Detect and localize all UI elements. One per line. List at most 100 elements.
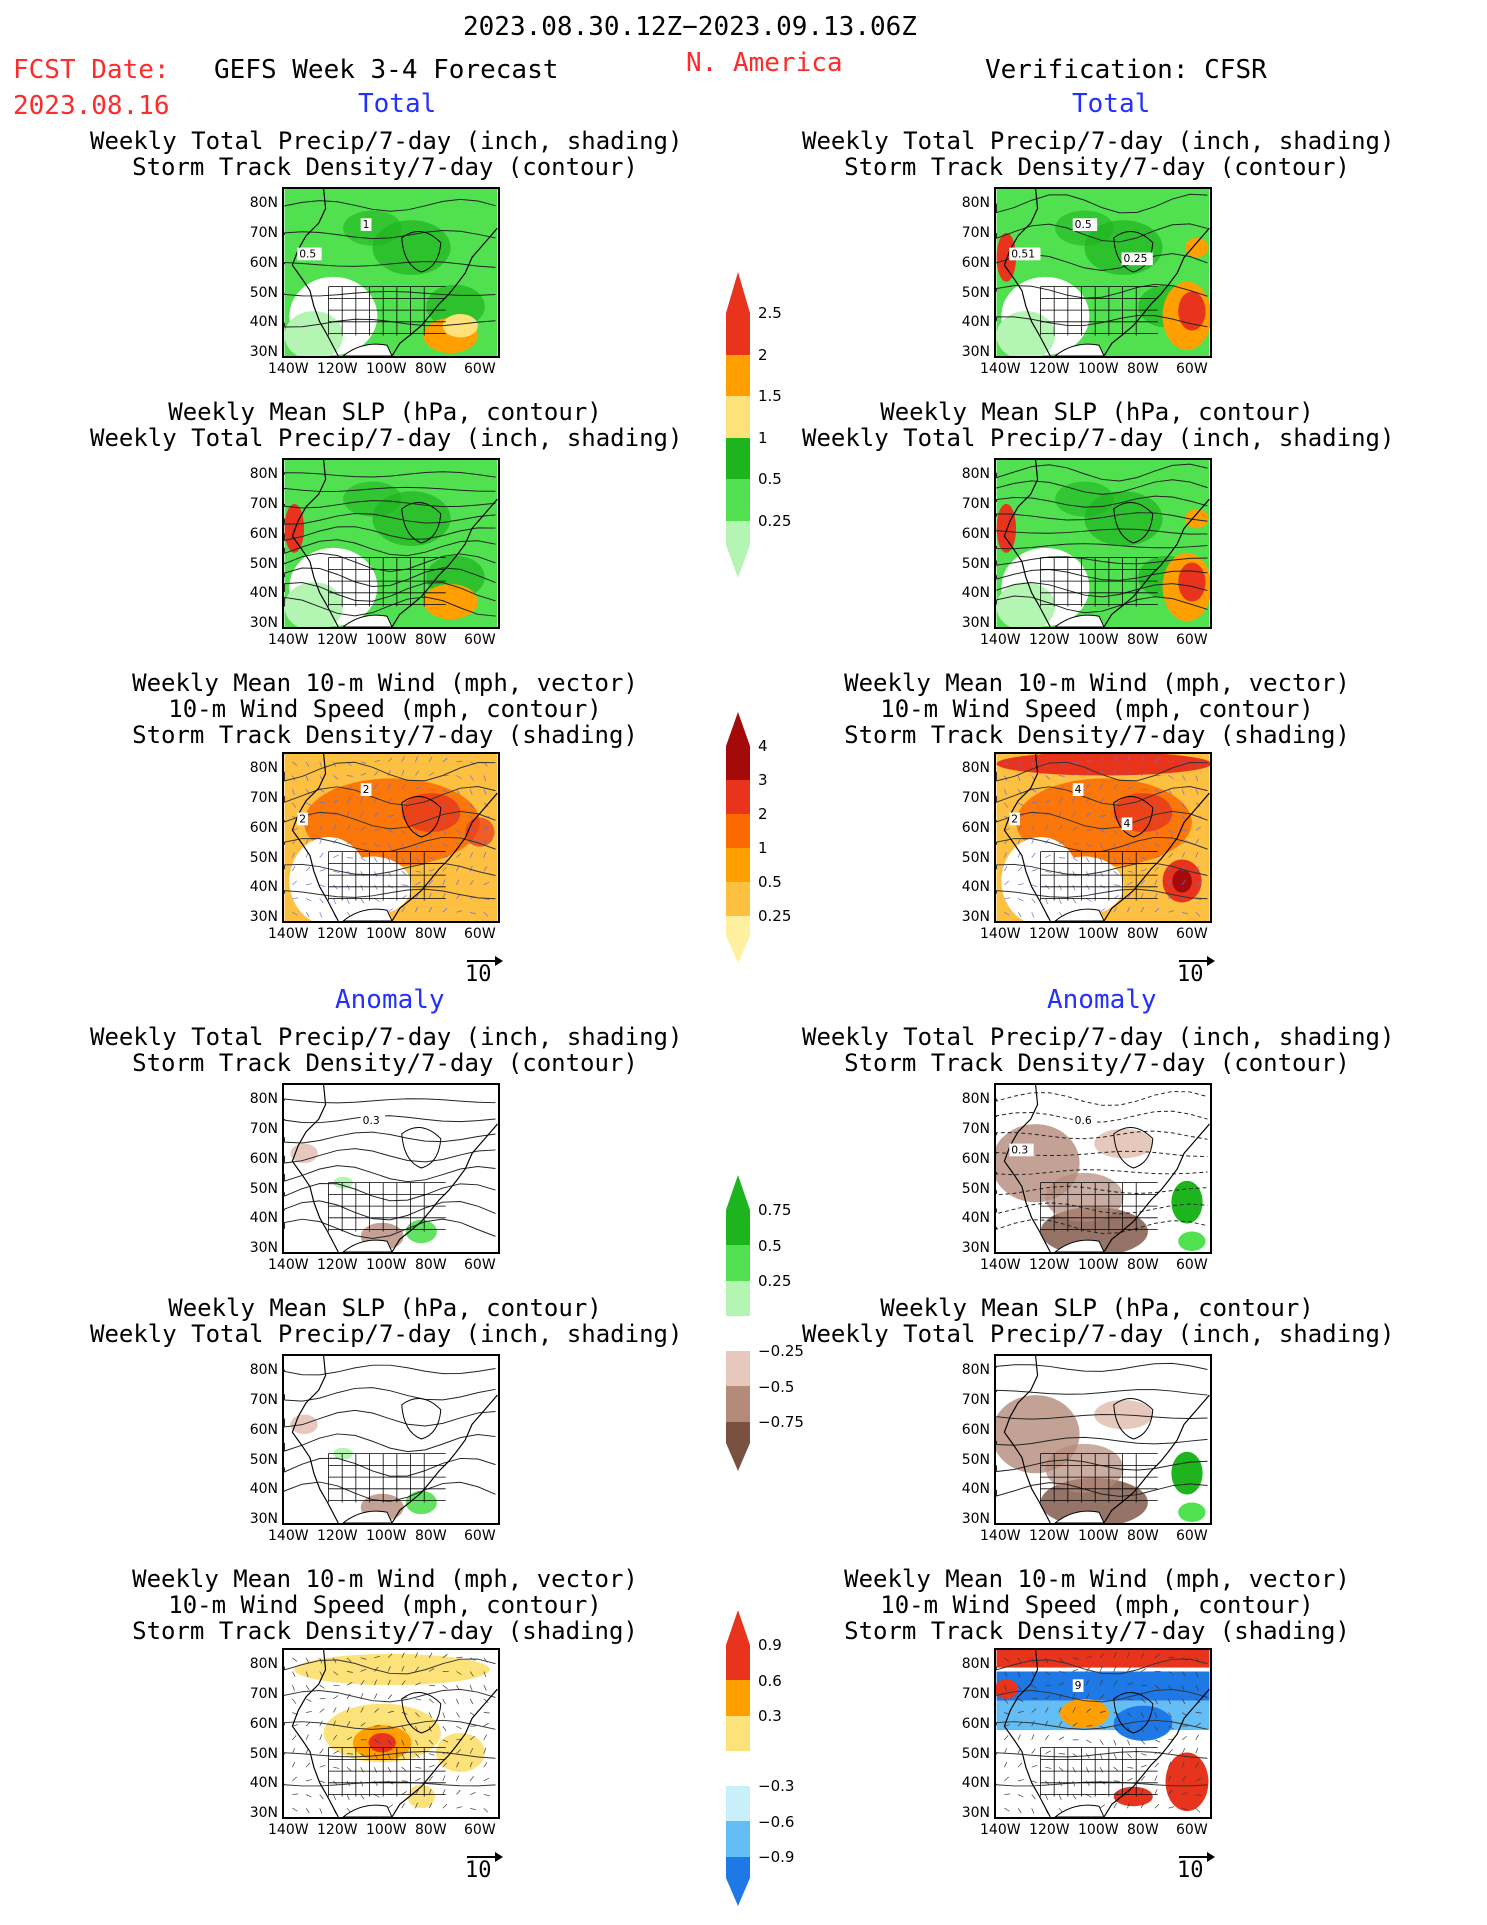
colorbar-segment xyxy=(726,1645,750,1681)
colorbar-segment xyxy=(726,1210,750,1246)
lat-tick-label: 40N xyxy=(249,1481,278,1497)
shade-blob xyxy=(1185,508,1209,529)
colorbar-label: 0.3 xyxy=(758,1706,782,1725)
colorbar-segment xyxy=(726,1351,750,1387)
colorbar-segment xyxy=(726,1280,750,1316)
lat-tick-label: 30N xyxy=(961,1240,990,1256)
title-line: Storm Track Density/7-day (shading) xyxy=(844,721,1350,749)
lon-tick-label: 140W xyxy=(980,926,1021,942)
lon-tick-label: 60W xyxy=(464,1528,496,1544)
lat-tick-label: 70N xyxy=(249,1686,278,1702)
lat-tick-label: 80N xyxy=(961,760,990,776)
colorbar-segment xyxy=(726,437,750,480)
lat-tick-label: 40N xyxy=(961,1210,990,1226)
state-borders xyxy=(1040,1453,1158,1503)
lon-tick-label: 100W xyxy=(366,361,407,377)
model-title: GEFS Week 3-4 Forecast xyxy=(214,55,559,85)
contour-label-bg xyxy=(1009,247,1041,261)
contour-line xyxy=(284,471,496,478)
lat-tick-label: 50N xyxy=(249,850,278,866)
lat-tick-label: 60N xyxy=(249,1151,278,1167)
colorbar-bottom-triangle xyxy=(726,936,750,964)
colorbar-label: 1 xyxy=(758,839,768,857)
contour-line xyxy=(996,1414,1208,1420)
lat-tick-label: 30N xyxy=(961,1805,990,1821)
title-line: Weekly Total Precip/7-day (inch, shading… xyxy=(802,1320,1395,1348)
contour-line xyxy=(996,479,1208,495)
colorbar-segment xyxy=(726,354,750,397)
coastline-west xyxy=(1003,1650,1051,1817)
hudson-bay xyxy=(1113,796,1154,838)
map-svg-ob-total-precip: 0.5 0.51 0.25 xyxy=(996,189,1210,356)
contour-line xyxy=(996,543,1208,550)
colorbar-label: 0.9 xyxy=(758,1636,782,1655)
colorbar-label: 0.5 xyxy=(758,1236,782,1255)
lon-tick-label: 100W xyxy=(366,1822,407,1838)
shade-blob xyxy=(294,1653,490,1686)
state-borders xyxy=(1040,1182,1158,1232)
hudson-bay xyxy=(1113,1398,1154,1440)
coastline-west xyxy=(1003,460,1051,627)
colorbar-segment xyxy=(726,1315,750,1352)
contour-line xyxy=(996,761,1208,782)
state-borders xyxy=(328,557,446,607)
coastline-west xyxy=(291,754,339,921)
contour-label-bg xyxy=(1072,218,1098,231)
lon-tick-label: 140W xyxy=(980,1257,1021,1273)
section-anomaly-left: Anomaly xyxy=(335,985,445,1015)
hudson-bay xyxy=(401,231,442,273)
contour-label-bg xyxy=(1121,252,1153,266)
title-line: Storm Track Density/7-day (contour) xyxy=(132,153,638,181)
map-panel-ob-anom-slp xyxy=(994,1354,1212,1525)
contour-label: 0.25 xyxy=(1124,252,1148,265)
colorbar-label: 0.6 xyxy=(758,1671,782,1690)
title-line: Weekly Mean 10-m Wind (mph, vector) xyxy=(132,669,638,697)
title-fc-total-slp: Weekly Mean SLP (hPa, contour) Weekly Tot… xyxy=(90,399,682,451)
contour-line xyxy=(284,486,496,492)
contour-line xyxy=(996,786,1208,806)
colorbar-segment xyxy=(726,779,750,814)
coastline-east xyxy=(391,227,498,356)
shade-blob xyxy=(343,481,402,517)
contour-line xyxy=(284,1364,496,1376)
contour-line xyxy=(996,528,1208,535)
coastline-east xyxy=(391,1688,498,1817)
coastline-west xyxy=(291,1650,339,1817)
lon-tick-label: 100W xyxy=(366,632,407,648)
colorbar-label: 3 xyxy=(758,771,768,789)
contour-line xyxy=(996,283,1208,299)
contour-label-bg xyxy=(1009,1143,1034,1157)
contour-line xyxy=(284,1750,496,1759)
lat-tick-label: 60N xyxy=(961,255,990,271)
contour-line xyxy=(284,862,496,876)
colorbar-label: −0.5 xyxy=(758,1377,795,1396)
vector-ref-fc-total: 10 xyxy=(465,956,503,987)
contour-line xyxy=(996,1781,1208,1787)
verification-title: Verification: CFSR xyxy=(985,55,1267,85)
lat-tick-label: 80N xyxy=(249,466,278,482)
contour-line xyxy=(996,193,1208,214)
contour-line xyxy=(284,1387,496,1402)
vector-ref-fc-anom: 10 xyxy=(465,1852,503,1883)
shade-blob xyxy=(1172,869,1192,893)
lon-tick-label: 100W xyxy=(366,1257,407,1273)
hudson-bay xyxy=(401,1398,442,1440)
contour-line xyxy=(284,1457,496,1477)
contour-label-bg xyxy=(1072,1114,1098,1127)
title-ob-total-wind: Weekly Mean 10-m Wind (mph, vector) 10-m … xyxy=(802,670,1392,748)
section-total-left: Total xyxy=(358,89,437,119)
lat-tick-label: 50N xyxy=(961,285,990,301)
contour-line xyxy=(284,1148,496,1164)
colorbar-segment xyxy=(726,479,750,521)
wind-vectors xyxy=(1004,1652,1202,1814)
state-borders xyxy=(1040,1747,1158,1797)
lat-tick-label: 80N xyxy=(249,1091,278,1107)
colorbar-top-triangle xyxy=(726,1175,750,1210)
lon-tick-label: 60W xyxy=(1176,1528,1208,1544)
lat-tick-label: 50N xyxy=(961,556,990,572)
colorbar-segment xyxy=(726,313,750,355)
shade-blob xyxy=(1045,856,1124,916)
colorbar-segment xyxy=(726,915,750,937)
lon-tick-label: 60W xyxy=(464,1822,496,1838)
contour-label-bg xyxy=(1072,783,1084,796)
